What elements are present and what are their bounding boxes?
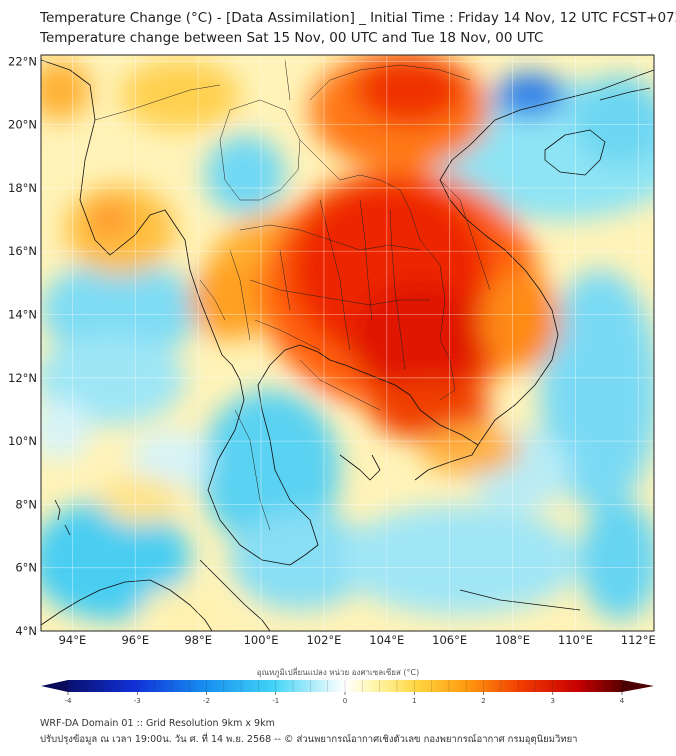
lon-tick-label: 110°E <box>558 633 593 647</box>
lon-tick-label: 98°E <box>184 633 212 647</box>
lon-tick-label: 94°E <box>59 633 87 647</box>
lat-tick-label: 12°N <box>8 371 37 385</box>
colorbar-tick-label: -2 <box>203 697 210 705</box>
lon-tick-label: 102°E <box>306 633 341 647</box>
lat-tick-label: 6°N <box>15 561 37 575</box>
colorbar-tick-label: 4 <box>619 697 625 705</box>
colorbar-tick-label: 0 <box>342 697 348 705</box>
temperature-field <box>41 55 654 631</box>
coastlines <box>41 59 654 631</box>
map-title: Temperature Change (°C) - [Data Assimila… <box>40 10 676 26</box>
lon-tick-label: 106°E <box>432 633 467 647</box>
colorbar-title: อุณหภูมิเปลี่ยนแปลง หน่วย องศาเซลเซียส (… <box>256 668 420 677</box>
colorbar-tick-label: -4 <box>64 697 72 705</box>
colorbar-gradient <box>68 680 622 692</box>
plot-frame <box>40 54 655 632</box>
colorbar-tick-label: 1 <box>412 697 417 705</box>
colorbar-max-arrow <box>622 680 654 692</box>
lat-tick-label: 20°N <box>8 118 37 132</box>
lon-tick-label: 108°E <box>495 633 530 647</box>
lat-tick-label: 4°N <box>15 624 37 638</box>
lat-tick-label: 14°N <box>8 308 37 322</box>
lon-tick-label: 112°E <box>621 633 656 647</box>
colorbar-tick-label: -1 <box>272 697 280 705</box>
map-subtitle: Temperature change between Sat 15 Nov, 0… <box>40 30 544 46</box>
latitude-axis: 22°N 20°N 18°N 16°N 14°N 12°N 10°N 8°N 6°N 4°N <box>8 54 37 638</box>
lat-tick-label: 10°N <box>8 434 37 448</box>
colorbar-tick-label: 3 <box>550 697 555 705</box>
graticule <box>41 55 654 631</box>
lon-tick-label: 96°E <box>121 633 149 647</box>
colorbar-min-arrow <box>41 680 68 692</box>
province-borders <box>94 59 491 531</box>
footer-model-info: WRF-DA Domain 01 :: Grid Resolution 9km … <box>40 718 275 729</box>
lon-tick-label: 100°E <box>244 633 279 647</box>
colorbar-tick-label: 2 <box>481 697 486 705</box>
lat-tick-label: 16°N <box>8 244 37 258</box>
lat-tick-label: 18°N <box>8 181 37 195</box>
lon-tick-label: 104°E <box>369 633 404 647</box>
longitude-axis: 94°E 96°E 98°E 100°E 102°E 104°E 106°E 108°E 110… <box>59 633 656 647</box>
lat-tick-label: 8°N <box>15 497 37 511</box>
lat-tick-label: 22°N <box>8 54 37 68</box>
footer-update-info: ปรับปรุงข้อมูล ณ เวลา 19:00น. วัน ศ. ที่… <box>40 734 578 745</box>
colorbar-tick-label: -3 <box>133 697 141 705</box>
colorbar <box>41 680 654 695</box>
